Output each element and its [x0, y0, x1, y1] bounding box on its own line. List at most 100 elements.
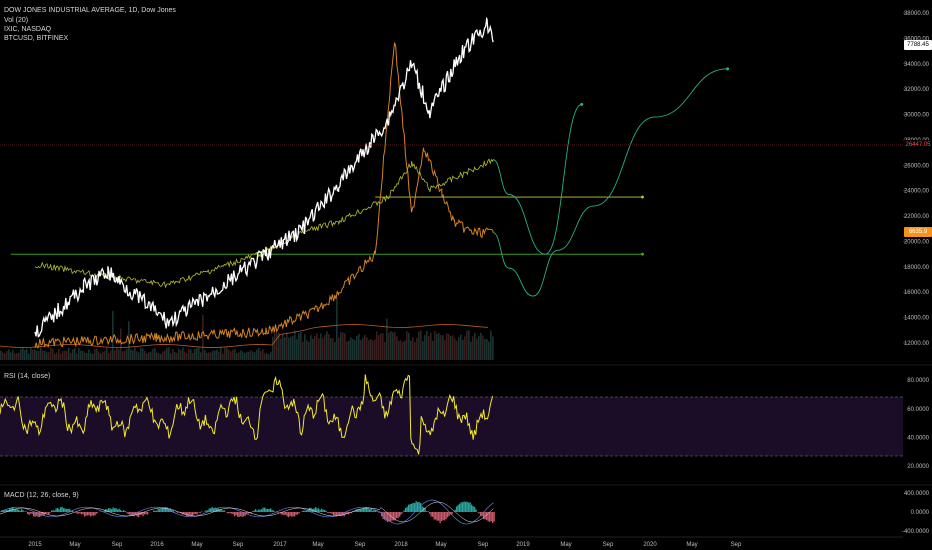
macd-histogram-bar — [354, 511, 356, 512]
time-axis[interactable]: 2015 May Sep 2016 May Sep 2017 May Sep 2018 May Sep… — [28, 542, 742, 548]
volume-bar — [82, 350, 84, 360]
macd-histogram-bar — [112, 507, 114, 512]
macd-histogram-bar — [457, 504, 459, 512]
macd-histogram-bar — [385, 512, 387, 521]
macd-histogram-bar — [117, 509, 119, 512]
macd-histogram-bar — [387, 512, 389, 523]
macd-histogram-bar — [396, 512, 398, 519]
macd-histogram-bar — [226, 512, 228, 514]
volume-bar — [476, 338, 478, 360]
volume-bar — [52, 348, 54, 360]
macd-histogram-bar — [267, 508, 269, 512]
volume-bar — [310, 335, 312, 360]
volume-bar — [74, 348, 76, 360]
macd-histogram-bar — [466, 501, 468, 512]
volume-bar — [414, 341, 416, 360]
volume-bar — [110, 350, 112, 360]
volume-bar — [176, 352, 178, 360]
macd-histogram-bar — [28, 512, 30, 515]
volume-bar — [152, 348, 154, 360]
volume-bar — [104, 350, 106, 360]
macd-histogram-bar — [40, 512, 42, 517]
macd-histogram-bar — [186, 512, 188, 517]
macd-histogram-bar — [118, 508, 120, 512]
macd-histogram-bar — [96, 512, 98, 514]
level-end-point — [641, 195, 644, 199]
macd-histogram-bar — [54, 510, 56, 512]
volume-bar — [354, 340, 356, 360]
macd-histogram-bar — [34, 512, 36, 517]
macd-histogram-bar — [6, 510, 8, 512]
macd-histogram-bar — [42, 512, 44, 516]
macd-histogram-bar — [253, 510, 255, 512]
macd-histogram-bar — [366, 507, 368, 512]
macd-histogram-bar — [211, 506, 213, 512]
volume-bar — [474, 332, 476, 360]
macd-histogram-bar — [52, 510, 54, 512]
time-tick-label: Sep — [233, 542, 244, 548]
macd-histogram-bar — [370, 508, 372, 512]
macd-histogram-bar — [367, 508, 369, 512]
volume-bar — [346, 341, 348, 360]
volume-bar — [396, 336, 398, 360]
macd-histogram-bar — [216, 508, 218, 512]
macd-histogram-bar — [109, 508, 111, 512]
volume-bar — [192, 353, 194, 360]
volume-bar — [172, 348, 174, 360]
macd-histogram-bar — [241, 512, 243, 517]
volume-ma-line — [0, 324, 489, 348]
macd-histogram-bar — [372, 510, 374, 512]
macd-histogram-bar — [207, 510, 209, 512]
volume-bar — [298, 333, 300, 360]
volume-bar — [112, 310, 114, 360]
volume-bar — [440, 335, 442, 360]
volume-bar — [280, 338, 282, 360]
volume-bar — [170, 353, 172, 360]
volume-bar — [372, 340, 374, 360]
macd-histogram-bar — [31, 512, 33, 514]
price-axis[interactable]: 38000.00 36000.00 34000.00 32000.00 30000.00… — [903, 11, 930, 347]
macd-histogram-bar — [250, 512, 252, 514]
projection-end-point — [726, 67, 730, 71]
macd-histogram-bar — [76, 512, 78, 514]
volume-bar — [296, 339, 298, 360]
macd-histogram-bar — [337, 512, 339, 515]
macd-histogram-bar — [405, 507, 407, 512]
macd-histogram-bar — [393, 512, 395, 521]
volume-bar — [460, 334, 462, 360]
volume-bar — [420, 330, 422, 360]
volume-bar — [108, 353, 110, 360]
macd-histogram-bar — [469, 502, 471, 512]
volume-bar — [206, 352, 208, 360]
macd-histogram-bar — [141, 512, 143, 515]
volume-bar — [266, 353, 268, 360]
volume-bar — [204, 350, 206, 360]
volume-bar — [288, 337, 290, 360]
volume-bar — [308, 341, 310, 360]
macd-histogram-bar — [297, 512, 299, 515]
macd-histogram-bar — [78, 512, 80, 514]
macd-histogram-bar — [162, 507, 164, 512]
macd-histogram-bar — [435, 512, 437, 520]
volume-bar — [142, 348, 144, 360]
price-tick-label: 22000.00 — [904, 214, 930, 220]
macd-histogram-bar — [309, 507, 311, 512]
volume-bar — [322, 338, 324, 360]
macd-histogram-bar — [3, 510, 5, 512]
macd-histogram-bar — [286, 512, 288, 517]
volume-bar — [368, 340, 370, 360]
volume-bar — [154, 347, 156, 360]
volume-bar — [210, 352, 212, 360]
macd-histogram-bar — [120, 509, 122, 512]
volume-bar — [58, 348, 60, 360]
price-tick-label: 32000.00 — [904, 87, 930, 93]
macd-histogram-bar — [357, 509, 359, 512]
volume-bar — [398, 340, 400, 360]
macd-histogram-bar — [72, 510, 74, 512]
volume-bar — [388, 332, 390, 360]
macd-histogram-bar — [490, 512, 492, 522]
volume-bar — [68, 347, 70, 360]
volume-bar — [70, 352, 72, 360]
volume-bar — [130, 349, 132, 360]
